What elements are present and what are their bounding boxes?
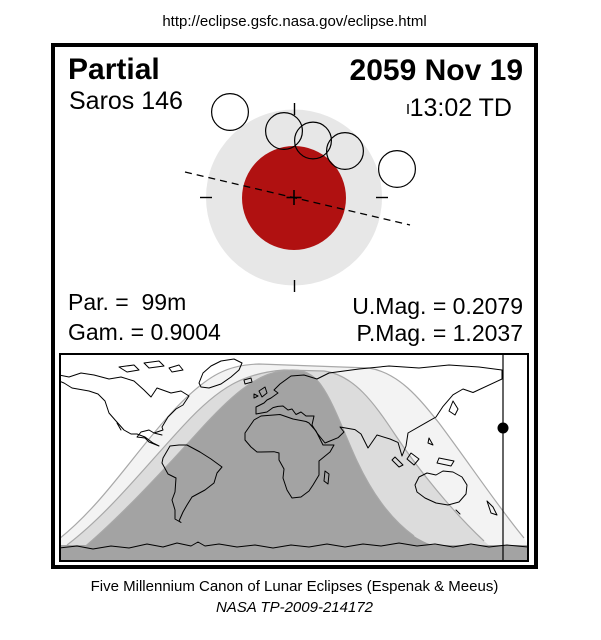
eclipse-type-label: Partial xyxy=(68,53,160,86)
curve-p1-p4-limit xyxy=(58,363,525,540)
eclipse-time-label: 13:02 TD xyxy=(409,94,512,122)
moon-contact-circle-u4 xyxy=(326,131,365,170)
map-border xyxy=(59,353,529,562)
eclipse-panel: Partial Saros 146 2059 Nov 19 13:02 TD P… xyxy=(51,43,538,569)
ecliptic-dashed-line xyxy=(184,171,411,226)
zone-entire-eclipse-visibility xyxy=(59,369,528,562)
saros-series-label: Saros 146 xyxy=(69,87,183,115)
penumbral-magnitude-value: P.Mag. = 1.2037 xyxy=(356,320,523,346)
visibility-map xyxy=(58,353,529,562)
moon-contact-circle-p1 xyxy=(211,92,250,131)
nasa-report-number-text: NASA TP-2009-214172 xyxy=(215,599,374,616)
penumbral-duration-value: Par. = 99m xyxy=(68,289,187,315)
source-url-text: http://eclipse.gsfc.nasa.gov/eclipse.htm… xyxy=(162,13,427,30)
continent-outlines xyxy=(58,358,529,550)
zone-south-band xyxy=(59,545,528,562)
gamma-value: Gam. = 0.9004 xyxy=(68,319,221,345)
moon-contact-circle-u1 xyxy=(265,111,304,150)
eclipse-date-label: 2059 Nov 19 xyxy=(349,54,523,87)
curve-total-limit xyxy=(80,369,415,551)
shadow-geometry-diagram xyxy=(184,92,417,292)
world-map-svg xyxy=(58,353,529,562)
moon-contact-circle-greatest xyxy=(294,121,333,160)
shadow-center-cross xyxy=(286,190,302,205)
moon-contact-circle-p4 xyxy=(378,149,417,188)
zenith-point-dot xyxy=(497,422,509,434)
canon-title-text: Five Millennium Canon of Lunar Eclipses … xyxy=(90,578,499,595)
umbral-magnitude-value: U.Mag. = 0.2079 xyxy=(352,293,523,319)
